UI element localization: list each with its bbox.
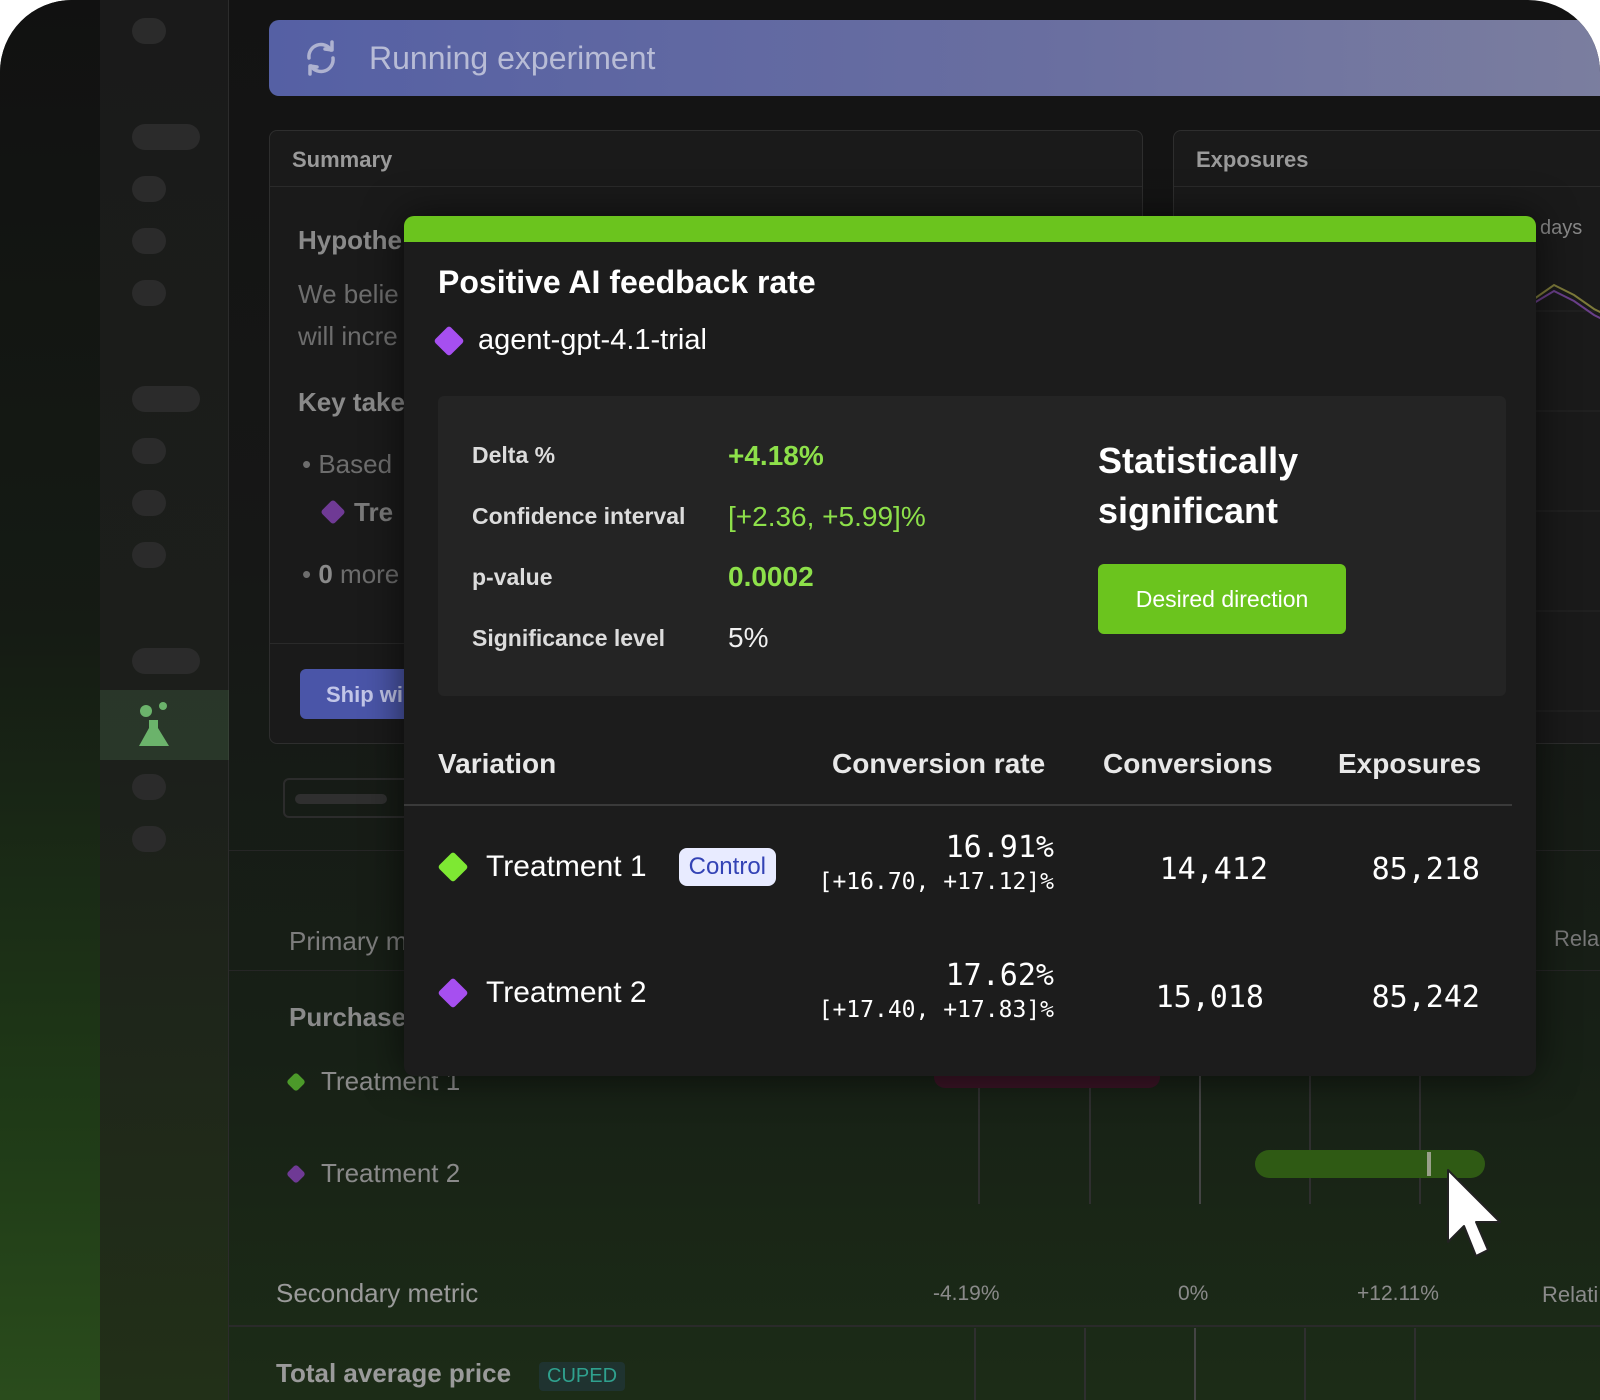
tick-label: -4.19% <box>933 1282 1000 1305</box>
exposures-header: Exposures <box>1174 131 1600 187</box>
conversions-cell: 14,412 <box>1159 852 1268 887</box>
delta-value: +4.18% <box>728 440 824 471</box>
diamond-icon <box>320 499 346 525</box>
zero-line <box>1194 1328 1196 1400</box>
sidebar-item[interactable] <box>132 774 166 800</box>
summary-header: Summary <box>270 131 1142 187</box>
grid-line <box>1419 1070 1421 1204</box>
takeaway-variant: Tre <box>320 497 393 528</box>
accent-bar <box>404 216 1536 242</box>
sidebar-item[interactable] <box>132 648 200 674</box>
significance-level-value: 5% <box>728 622 769 653</box>
tick-label: 0% <box>1178 1282 1209 1305</box>
exposures-cell: 85,242 <box>1371 980 1480 1015</box>
variant-label: agent-gpt-4.1-trial <box>433 324 707 357</box>
sidebar-item[interactable] <box>132 280 166 306</box>
grid-line <box>1084 1328 1086 1400</box>
key-takeaways-title: Key take <box>298 387 405 417</box>
hypothesis-title: Hypothe <box>298 225 402 255</box>
sidebar <box>100 0 229 1400</box>
pvalue-value: 0.0002 <box>728 561 814 592</box>
grid-line <box>1309 1070 1311 1204</box>
column-header-conversions: Conversions <box>1103 748 1273 779</box>
delta-label: Delta % <box>472 442 556 468</box>
grid-line <box>978 1070 980 1204</box>
sidebar-item[interactable] <box>132 438 166 464</box>
divider <box>404 804 1512 806</box>
cuped-badge: CUPED <box>539 1362 626 1391</box>
hypothesis-text: We belie will incre <box>298 279 399 351</box>
sidebar-item-experiments[interactable] <box>100 690 229 760</box>
sidebar-item[interactable] <box>132 176 166 202</box>
significance-result: Statistically significant <box>1098 440 1299 531</box>
relative-label: Rela <box>1554 926 1600 951</box>
control-badge: Control <box>678 848 776 886</box>
grid-line <box>1089 1070 1091 1204</box>
experiment-status-banner: Running experiment <box>269 20 1600 96</box>
diamond-icon <box>286 1071 306 1092</box>
flask-icon <box>139 702 169 746</box>
significance-level-label: Significance level <box>472 625 666 651</box>
secondary-metric-name: Total average price <box>276 1358 512 1388</box>
column-header-conversion-rate: Conversion rate <box>832 748 1046 779</box>
grid-line <box>1414 1328 1416 1400</box>
metric-row-treatment-2: Treatment 2 <box>286 1158 460 1189</box>
diamond-icon <box>433 324 465 357</box>
primary-metric-name: Purchase <box>289 1002 407 1032</box>
desired-direction-button[interactable]: Desired direction <box>1098 564 1346 634</box>
relative-label: Relati <box>1542 1282 1599 1307</box>
sync-icon <box>307 40 335 76</box>
diamond-icon <box>437 977 469 1009</box>
conversions-cell: 15,018 <box>1155 980 1264 1015</box>
sidebar-item[interactable] <box>132 124 200 150</box>
background-strip <box>0 0 100 1400</box>
variation-name: Treatment 1 Control <box>437 848 776 886</box>
secondary-metric-label: Secondary metric <box>276 1278 479 1308</box>
sidebar-item[interactable] <box>132 18 166 44</box>
zero-line <box>1199 1070 1201 1204</box>
sidebar-item[interactable] <box>132 490 166 516</box>
grid-line <box>1304 1328 1306 1400</box>
ci-bar-treatment-2[interactable] <box>1255 1150 1485 1178</box>
sidebar-item[interactable] <box>132 542 166 568</box>
conversion-rate-cell: 16.91% [+16.70, +17.12]% <box>818 830 1054 895</box>
sidebar-item[interactable] <box>132 826 166 852</box>
sidebar-item[interactable] <box>132 386 200 412</box>
column-header-exposures: Exposures <box>1338 748 1482 779</box>
metric-detail-card: Positive AI feedback rate agent-gpt-4.1-… <box>404 216 1536 1076</box>
takeaway-item: • 0 more <box>302 559 400 589</box>
variation-name: Treatment 2 <box>437 976 647 1010</box>
diamond-icon <box>437 851 469 883</box>
banner-title: Running experiment <box>369 40 656 76</box>
column-header-variation: Variation <box>438 748 557 779</box>
mouse-cursor-icon <box>1447 1169 1501 1257</box>
series-line <box>1533 283 1600 314</box>
exposures-cell: 85,218 <box>1371 852 1480 887</box>
metric-title: Positive AI feedback rate <box>438 264 816 300</box>
diamond-icon <box>286 1163 306 1184</box>
primary-metric-label: Primary m <box>289 926 408 956</box>
series-line <box>1533 289 1600 320</box>
tick-label: +12.11% <box>1357 1282 1439 1305</box>
stats-box: Delta % +4.18% Confidence interval [+2.3… <box>438 396 1506 696</box>
sidebar-item[interactable] <box>132 228 166 254</box>
divider <box>229 1325 1600 1327</box>
pvalue-label: p-value <box>472 564 553 590</box>
grid-line <box>974 1328 976 1400</box>
takeaway-item: • Based <box>302 449 393 479</box>
conversion-rate-cell: 17.62% [+17.40, +17.83]% <box>818 958 1054 1023</box>
range-label: days <box>1540 217 1583 239</box>
ci-label: Confidence interval <box>472 503 686 529</box>
ci-value: [+2.36, +5.99]% <box>728 501 926 532</box>
